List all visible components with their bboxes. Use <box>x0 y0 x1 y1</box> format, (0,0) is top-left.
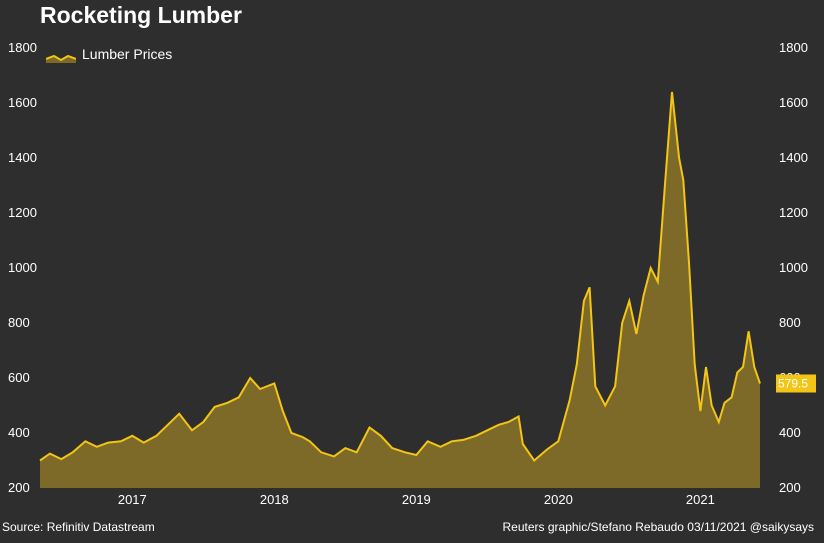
legend-label: Lumber Prices <box>82 46 173 62</box>
end-value-label-text: 579.5 <box>778 377 808 391</box>
y-axis-left: 200 400 600 800 1000 1200 1400 1600 1800 <box>8 40 37 495</box>
y-tick-left-1200: 1200 <box>8 205 37 220</box>
y-tick-right-1000: 1000 <box>779 260 808 275</box>
y-tick-right-1600: 1600 <box>779 95 808 110</box>
y-tick-right-1400: 1400 <box>779 150 808 165</box>
y-tick-left-400: 400 <box>8 425 30 440</box>
x-tick-2021: 2021 <box>686 492 715 507</box>
legend: Lumber Prices <box>45 46 173 63</box>
lumber-price-area <box>40 92 760 488</box>
y-tick-right-400: 400 <box>779 425 801 440</box>
source-note: Source: Refinitiv Datastream <box>2 520 155 534</box>
y-tick-left-800: 800 <box>8 315 30 330</box>
credit-note: Reuters graphic/Stefano Rebaudo 03/11/20… <box>502 520 814 534</box>
x-tick-2018: 2018 <box>260 492 289 507</box>
y-tick-left-1000: 1000 <box>8 260 37 275</box>
x-axis: 2017 2018 2019 2020 2021 <box>118 492 715 507</box>
legend-swatch <box>45 50 77 63</box>
end-value-label: 579.5 <box>776 374 816 393</box>
y-tick-left-1400: 1400 <box>8 150 37 165</box>
y-tick-left-600: 600 <box>8 370 30 385</box>
chart-title: Rocketing Lumber <box>40 2 242 28</box>
y-tick-right-1200: 1200 <box>779 205 808 220</box>
x-tick-2019: 2019 <box>402 492 431 507</box>
lumber-price-line <box>39 91 761 462</box>
y-tick-right-200: 200 <box>779 480 801 495</box>
y-tick-right-1800: 1800 <box>779 40 808 55</box>
y-tick-left-200: 200 <box>8 480 30 495</box>
y-tick-right-800: 800 <box>779 315 801 330</box>
end-value-label-bg <box>776 374 816 393</box>
x-tick-2020: 2020 <box>544 492 573 507</box>
y-tick-left-1600: 1600 <box>8 95 37 110</box>
y-tick-left-1800: 1800 <box>8 40 37 55</box>
x-tick-2017: 2017 <box>118 492 147 507</box>
